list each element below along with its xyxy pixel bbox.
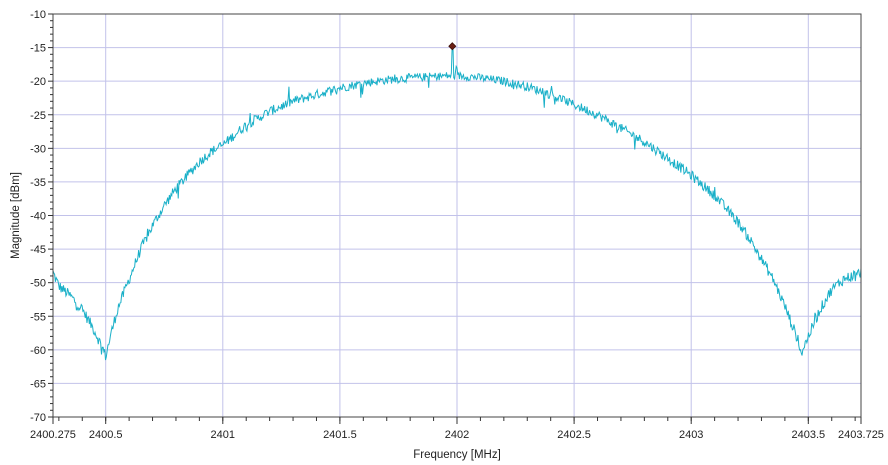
y-tick-label: -30: [30, 143, 46, 155]
x-tick-label: 2403.5: [791, 429, 825, 441]
peak-marker: [448, 42, 457, 51]
y-tick-label: -65: [30, 378, 46, 390]
y-tick-label: -15: [30, 43, 46, 55]
y-tick-label: -35: [30, 177, 46, 189]
x-tick-label: 2403.725: [838, 429, 884, 441]
x-axis-title: Frequency [MHz]: [413, 449, 501, 461]
y-axis-title: Magnitude [dBm]: [10, 172, 22, 259]
x-tick-label: 2402.5: [557, 429, 591, 441]
y-tick-label: -25: [30, 110, 46, 122]
y-tick-label: -10: [30, 9, 46, 21]
x-tick-label: 2402: [445, 429, 469, 441]
x-tick-label: 2400.5: [89, 429, 123, 441]
y-tick-label: -20: [30, 76, 46, 88]
y-tick-label: -70: [30, 412, 46, 424]
x-tick-label: 2401.5: [323, 429, 357, 441]
x-tick-label: 2401: [211, 429, 235, 441]
y-tick-label: -55: [30, 311, 46, 323]
spectrum-trace: [52, 45, 862, 361]
x-tick-label: 2403: [679, 429, 703, 441]
y-tick-label: -45: [30, 244, 46, 256]
y-tick-label: -40: [30, 211, 46, 223]
y-tick-label: -50: [30, 278, 46, 290]
y-tick-label: -60: [30, 345, 46, 357]
x-tick-label: 2400.275: [30, 429, 76, 441]
